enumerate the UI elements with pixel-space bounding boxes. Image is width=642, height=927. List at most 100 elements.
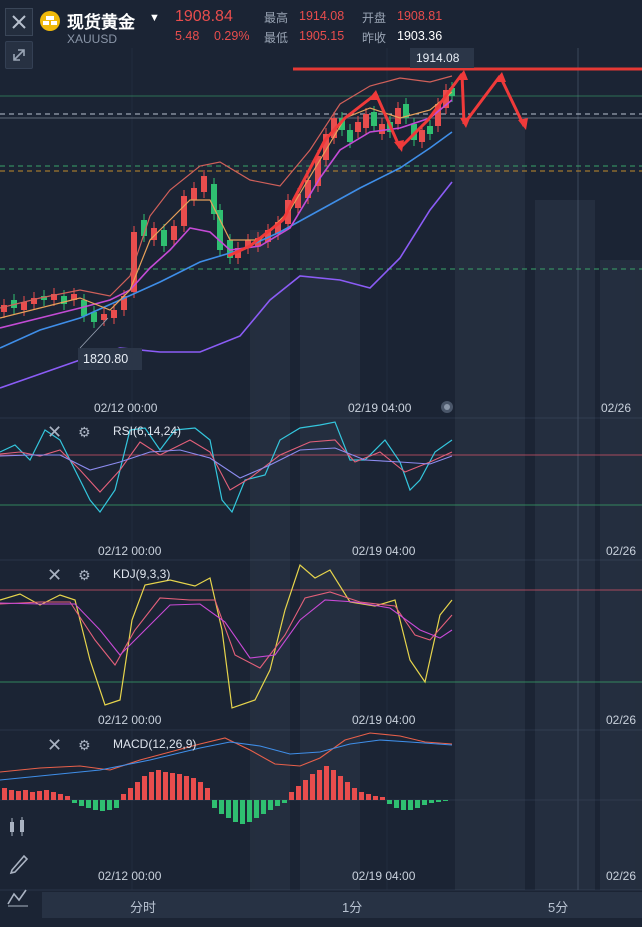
candle-body <box>295 194 301 208</box>
macd-bar <box>93 800 98 810</box>
macd-bar <box>23 790 28 800</box>
candle-body <box>131 232 137 292</box>
candle-body <box>41 296 47 300</box>
macd-bar <box>240 800 245 824</box>
macd-bar <box>394 800 399 808</box>
draw-tool-button[interactable] <box>4 850 32 876</box>
macd-bar <box>415 800 420 808</box>
candle-body <box>51 294 57 300</box>
macd-bar <box>170 773 175 800</box>
candle-body <box>121 296 127 310</box>
candle-body <box>151 228 157 240</box>
gear-icon[interactable]: ⚙ <box>78 567 91 583</box>
low-marker-box <box>78 348 142 370</box>
macd-bar <box>359 792 364 800</box>
main-time-label-2: 02/19 04:00 <box>348 401 412 415</box>
kdj-j-line <box>0 563 453 709</box>
pen-icon <box>9 854 29 875</box>
candle-body <box>71 294 77 300</box>
candle-body <box>201 176 207 192</box>
candle-body <box>111 310 117 318</box>
macd-label: MACD(12,26,9) <box>113 737 197 751</box>
candle-body <box>347 130 353 142</box>
close-icon <box>12 15 26 29</box>
collapse-button[interactable] <box>5 41 33 69</box>
candle-body <box>211 184 217 214</box>
macd-bar <box>9 790 14 800</box>
rsi-time-label-2: 02/19 04:00 <box>352 544 416 558</box>
candle-body <box>323 134 329 160</box>
gear-icon[interactable]: ⚙ <box>78 424 91 440</box>
boll-lower-line <box>0 181 453 389</box>
macd-bar <box>408 800 413 810</box>
close-icon[interactable]: ✕ <box>47 735 63 755</box>
stat-label-high: 最高 <box>264 11 289 25</box>
macd-bar <box>205 788 210 800</box>
ma-blue-line <box>0 131 453 349</box>
gold-coin-icon <box>40 11 60 31</box>
kdj-d-line <box>0 599 453 659</box>
candle-body <box>21 302 27 310</box>
kdj-time-label-2: 02/19 04:00 <box>352 713 416 727</box>
rsi-time-label-1: 02/12 00:00 <box>98 544 162 558</box>
candle-body <box>1 305 7 312</box>
close-icon[interactable]: ✕ <box>47 422 63 442</box>
high-marker-label: 1914.08 <box>416 51 460 65</box>
tab-timeshare[interactable]: 分时 <box>130 900 157 915</box>
candle-body <box>191 188 197 200</box>
candlestick-button[interactable] <box>4 814 32 840</box>
candle-body <box>275 222 281 234</box>
macd-bar <box>2 788 7 800</box>
top-bar: 现货黄金 ▼ XAUUSD 1908.84 5.48 0.29% 最高 1914… <box>0 0 642 48</box>
symbol-name[interactable]: 现货黄金 <box>67 13 135 32</box>
macd-bar <box>72 800 77 803</box>
macd-bar <box>317 770 322 800</box>
macd-bar <box>79 800 84 806</box>
candle-body <box>161 230 167 246</box>
macd-bar <box>233 800 238 822</box>
macd-bar <box>121 794 126 800</box>
arrow-heads <box>368 70 528 152</box>
stat-value-prev-close: 1903.36 <box>397 29 443 43</box>
macd-bar <box>247 800 252 822</box>
boll-upper-line <box>0 75 453 309</box>
macd-bar <box>198 782 203 800</box>
indicator-button[interactable] <box>4 884 32 910</box>
rsi-line-24 <box>0 447 453 479</box>
stat-label-prev-close: 昨收 <box>362 31 387 45</box>
macd-bar <box>142 776 147 800</box>
stat-label-open: 开盘 <box>362 11 387 25</box>
macd-bar <box>380 797 385 800</box>
tab-5min[interactable]: 5分 <box>548 900 569 915</box>
candle-body <box>371 112 377 126</box>
candle-body <box>245 240 251 248</box>
candle-body <box>355 122 361 132</box>
main-time-label-3: 02/26 <box>601 401 632 415</box>
candle-body <box>61 296 67 304</box>
macd-dea-line <box>0 739 453 781</box>
macd-bar <box>261 800 266 814</box>
macd-bar <box>30 792 35 800</box>
macd-bar <box>226 800 231 818</box>
close-button[interactable] <box>5 8 33 36</box>
macd-bar <box>177 774 182 800</box>
macd-bar <box>282 800 287 803</box>
macd-time-label-3: 02/26 <box>606 869 637 883</box>
candle-body <box>181 196 187 226</box>
macd-bar <box>310 774 315 800</box>
candle-body <box>141 220 147 236</box>
close-icon[interactable]: ✕ <box>47 565 63 585</box>
stat-value-open: 1908.81 <box>397 9 443 23</box>
candle-body <box>443 90 449 108</box>
gear-icon[interactable]: ⚙ <box>78 737 91 753</box>
macd-bar <box>387 800 392 804</box>
macd-bar <box>135 782 140 800</box>
tab-1min[interactable]: 1分 <box>342 900 363 915</box>
macd-bar <box>65 796 70 800</box>
price-change-pct: 0.29% <box>214 29 250 43</box>
macd-bar <box>366 794 371 800</box>
main-time-label-1: 02/12 00:00 <box>94 401 158 415</box>
chevron-down-icon[interactable]: ▼ <box>149 12 160 24</box>
candle-body <box>315 156 321 186</box>
